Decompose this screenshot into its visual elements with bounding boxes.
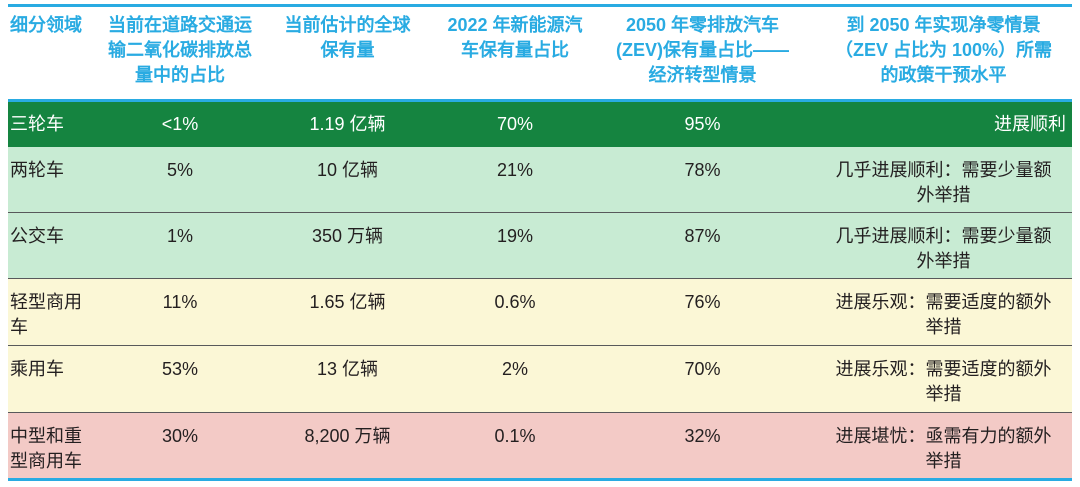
cell-segment: 轻型商用 车 [10, 292, 82, 337]
column-header-global-fleet: 当前估计的全球 保有量 [284, 15, 411, 60]
table-body: 三轮车 <1% 1.19 亿辆 70% 95% 进展顺利 两轮车 5% 10 亿… [8, 102, 1072, 478]
cell-co2-share: <1% [161, 114, 199, 134]
cell-policy-level: 进展堪忧：亟需有力的额外 举措 [835, 426, 1052, 471]
cell-policy-level: 进展乐观：需要适度的额外 举措 [835, 292, 1052, 337]
column-header-policy-level: 到 2050 年实现净零情景 （ZEV 占比为 100%）所需 的政策干预水平 [834, 15, 1053, 85]
table-header-row: 细分领域 当前在道路交通运 输二氧化碳排放总 量中的占比 当前估计的全球 保有量… [8, 13, 1072, 88]
cell-nev-share-2022: 19% [496, 226, 534, 246]
cell-zev-share-2050: 78% [684, 160, 721, 180]
table-row-buses: 公交车 1% 350 万辆 19% 87% 几乎进展顺利：需要少量额 外举措 [8, 212, 1072, 278]
cell-zev-share-2050: 76% [684, 292, 721, 312]
cell-zev-share-2050: 87% [684, 226, 721, 246]
top-rule [8, 4, 1072, 7]
column-header-segment: 细分领域 [10, 15, 82, 35]
column-header-co2-share: 当前在道路交通运 输二氧化碳排放总 量中的占比 [108, 15, 252, 85]
cell-global-fleet: 8,200 万辆 [304, 426, 391, 446]
column-header-zev-share-2050: 2050 年零排放汽车 (ZEV)保有量占比—— 经济转型情景 [616, 15, 789, 85]
cell-zev-share-2050: 95% [684, 114, 721, 134]
table-row-light-commercial: 轻型商用 车 11% 1.65 亿辆 0.6% 76% 进展乐观：需要适度的额外… [8, 278, 1072, 345]
cell-co2-share: 5% [166, 160, 193, 180]
cell-nev-share-2022: 2% [501, 359, 528, 379]
cell-global-fleet: 350 万辆 [311, 226, 384, 246]
cell-zev-share-2050: 70% [684, 359, 721, 379]
cell-global-fleet: 13 亿辆 [316, 359, 379, 379]
cell-segment: 三轮车 [10, 114, 64, 134]
cell-co2-share: 1% [166, 226, 193, 246]
cell-policy-level: 进展顺利 [994, 114, 1066, 134]
cell-co2-share: 11% [162, 292, 198, 312]
cell-zev-share-2050: 32% [684, 426, 721, 446]
bottom-rule [8, 478, 1072, 481]
table-row-two-wheelers: 两轮车 5% 10 亿辆 21% 78% 几乎进展顺利：需要少量额 外举措 [8, 147, 1072, 212]
cell-nev-share-2022: 21% [496, 160, 534, 180]
table-row-three-wheelers: 三轮车 <1% 1.19 亿辆 70% 95% 进展顺利 [8, 102, 1072, 147]
cell-global-fleet: 10 亿辆 [316, 160, 379, 180]
cell-segment: 中型和重 型商用车 [10, 426, 82, 471]
header-divider-rule [8, 99, 1072, 102]
column-header-nev-share-2022: 2022 年新能源汽 车保有量占比 [447, 15, 583, 60]
cell-policy-level: 几乎进展顺利：需要少量额 外举措 [835, 160, 1052, 205]
cell-segment: 乘用车 [10, 359, 64, 379]
cell-policy-level: 几乎进展顺利：需要少量额 外举措 [835, 226, 1052, 271]
table-row-passenger-cars: 乘用车 53% 13 亿辆 2% 70% 进展乐观：需要适度的额外 举措 [8, 345, 1072, 412]
cell-co2-share: 30% [161, 426, 199, 446]
cell-segment: 公交车 [10, 226, 64, 246]
cell-co2-share: 53% [161, 359, 199, 379]
cell-policy-level: 进展乐观：需要适度的额外 举措 [835, 359, 1052, 404]
cell-segment: 两轮车 [10, 160, 64, 180]
table-row-medium-heavy-commercial: 中型和重 型商用车 30% 8,200 万辆 0.1% 32% 进展堪忧：亟需有… [8, 412, 1072, 478]
cell-global-fleet: 1.65 亿辆 [309, 292, 386, 312]
cell-global-fleet: 1.19 亿辆 [309, 114, 386, 134]
cell-nev-share-2022: 70% [496, 114, 534, 134]
cell-nev-share-2022: 0.1% [494, 426, 536, 446]
cell-nev-share-2022: 0.6% [494, 292, 536, 312]
